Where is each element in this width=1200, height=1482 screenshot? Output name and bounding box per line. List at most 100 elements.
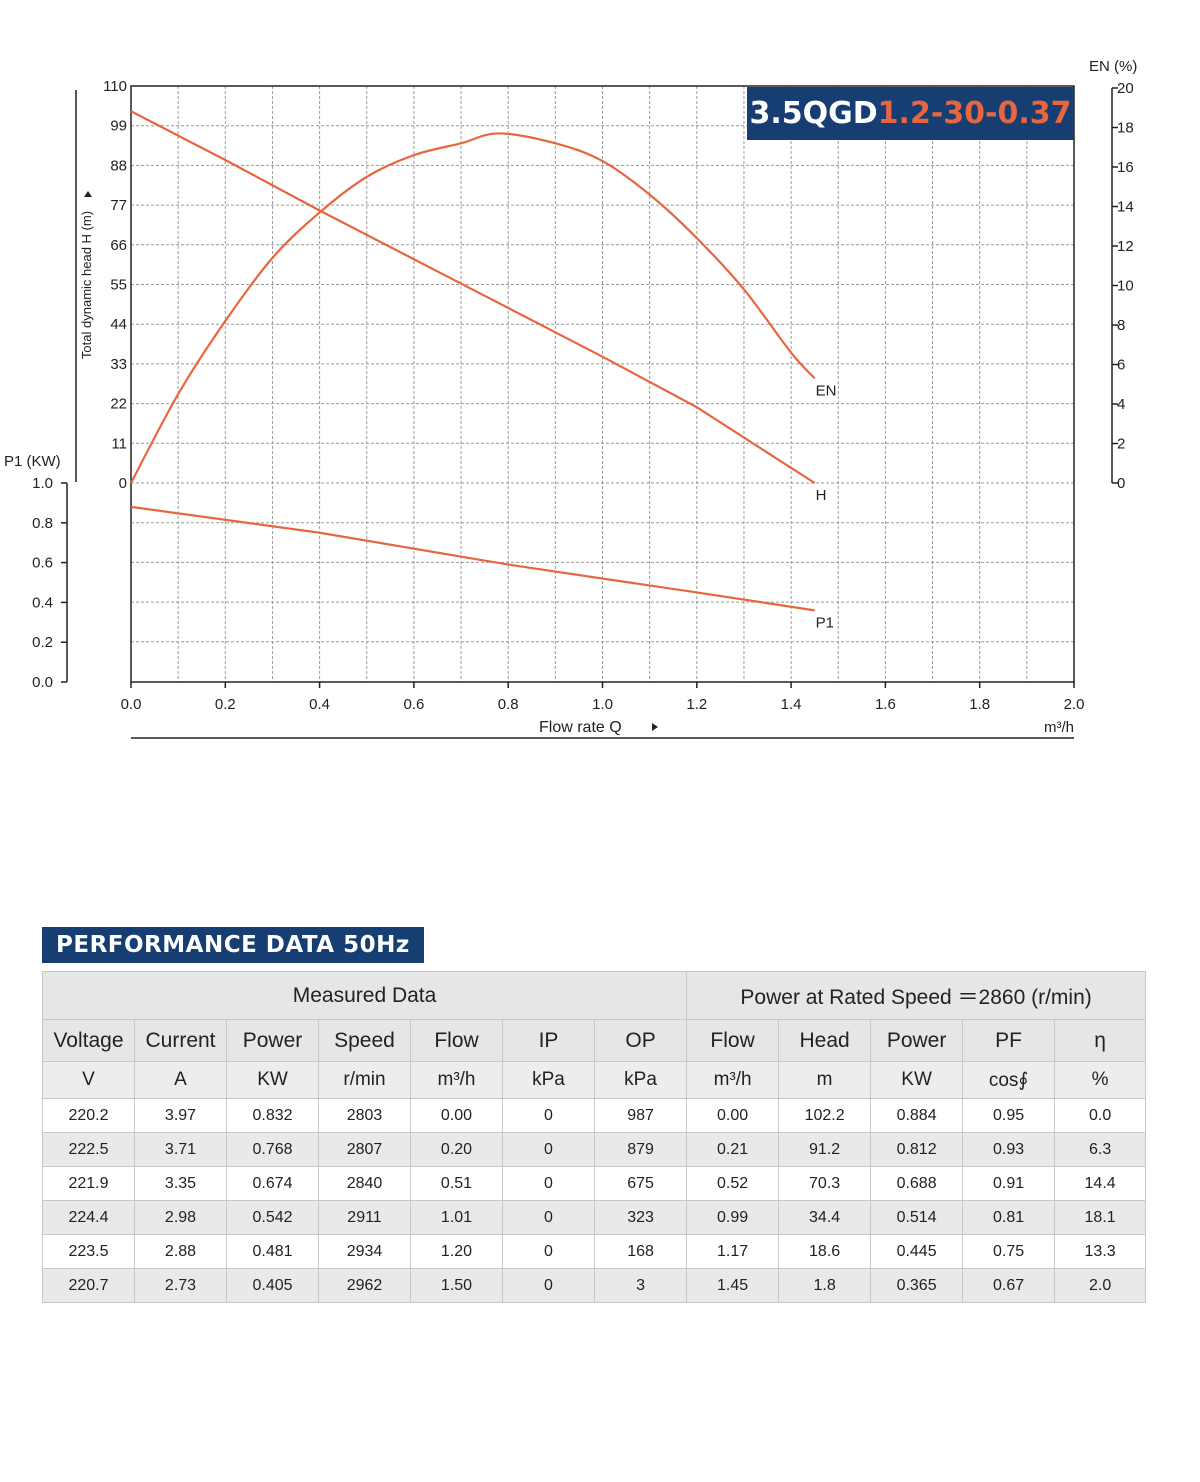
table-cell: 0 bbox=[502, 1268, 595, 1303]
group-header-rated: Power at Rated Speed ＝2860 (r/min) bbox=[686, 971, 1147, 1020]
table-cell: 1.45 bbox=[686, 1268, 780, 1303]
unit-row: V A KW r/min m³/h kPa kPa m³/h m KW cos∮% bbox=[42, 1061, 1147, 1099]
unit-cell: KW bbox=[226, 1061, 319, 1099]
column-header: OP bbox=[593, 1019, 688, 1062]
performance-table: Measured Data Power at Rated Speed ＝2860… bbox=[41, 971, 1147, 1303]
table-cell: 0.52 bbox=[686, 1166, 780, 1201]
head-axis-title: Total dynamic head H (m) bbox=[79, 211, 94, 359]
table-cell: 2.73 bbox=[134, 1268, 227, 1303]
flow-tick-label: 0.4 bbox=[309, 696, 330, 713]
table-cell: 2840 bbox=[318, 1166, 411, 1201]
table-cell: 1.17 bbox=[686, 1234, 780, 1269]
efficiency-tick-label: 6 bbox=[1117, 357, 1125, 374]
table-cell: 0.481 bbox=[226, 1234, 319, 1269]
table-cell: 0 bbox=[502, 1200, 595, 1235]
flow-axis-unit: m³/h bbox=[1044, 719, 1074, 736]
table-cell: 0.0 bbox=[1054, 1098, 1147, 1133]
table-cell: 0.67 bbox=[962, 1268, 1056, 1303]
table-cell: 221.9 bbox=[42, 1166, 135, 1201]
chart-series bbox=[130, 110, 816, 612]
unit-cell: kPa bbox=[593, 1061, 688, 1099]
table-cell: 1.01 bbox=[410, 1200, 503, 1235]
table-cell: 0.00 bbox=[686, 1098, 780, 1133]
column-header: IP bbox=[502, 1019, 595, 1062]
unit-cell: r/min bbox=[318, 1061, 411, 1099]
table-cell: 2803 bbox=[318, 1098, 411, 1133]
head-tick-label: 55 bbox=[110, 277, 127, 294]
table-row: 223.5 2.88 0.481 2934 1.20 0 168 1.17 18.6 0.445 0… bbox=[42, 1234, 1147, 1269]
table-cell: 0.674 bbox=[226, 1166, 319, 1201]
table-cell: 2911 bbox=[318, 1200, 411, 1235]
model-badge: 3.5QGD 1.2-30-0.37 bbox=[747, 87, 1074, 140]
column-header: η bbox=[1054, 1019, 1147, 1062]
table-cell: 987 bbox=[593, 1098, 688, 1133]
table-cell: 0.768 bbox=[226, 1132, 319, 1167]
table-row: 222.5 3.71 0.768 2807 0.20 0 879 0.21 91.2 0.812 0… bbox=[42, 1132, 1147, 1167]
head-tick-label: 77 bbox=[110, 197, 127, 214]
table-cell: 0.884 bbox=[870, 1098, 964, 1133]
table-cell: 0 bbox=[502, 1166, 595, 1201]
efficiency-tick-label: 8 bbox=[1117, 317, 1125, 334]
flow-tick-label: 0.2 bbox=[215, 696, 236, 713]
table-cell: 2.88 bbox=[134, 1234, 227, 1269]
unit-cell: % bbox=[1054, 1061, 1147, 1099]
table-cell: 0.91 bbox=[962, 1166, 1056, 1201]
flow-tick-label: 0.0 bbox=[121, 696, 142, 713]
flow-tick-label: 1.0 bbox=[592, 696, 613, 713]
column-header: Flow bbox=[686, 1019, 780, 1062]
efficiency-tick-label: 12 bbox=[1117, 238, 1134, 255]
table-cell: 222.5 bbox=[42, 1132, 135, 1167]
efficiency-tick-label: 10 bbox=[1117, 278, 1134, 295]
table-cell: 2962 bbox=[318, 1268, 411, 1303]
table-cell: 91.2 bbox=[778, 1132, 872, 1167]
efficiency-tick-label: 20 bbox=[1117, 80, 1134, 97]
unit-cell: KW bbox=[870, 1061, 964, 1099]
efficiency-tick-label: 14 bbox=[1117, 199, 1134, 216]
table-cell: 0.95 bbox=[962, 1098, 1056, 1133]
table-cell: 0.21 bbox=[686, 1132, 780, 1167]
table-cell: 0 bbox=[502, 1098, 595, 1133]
table-cell: 34.4 bbox=[778, 1200, 872, 1235]
power-tick-label: 0.4 bbox=[32, 594, 53, 611]
table-cell: 3 bbox=[593, 1268, 688, 1303]
column-header: Power bbox=[870, 1019, 964, 1062]
power-tick-label: 0.0 bbox=[32, 674, 53, 691]
column-header: Power bbox=[226, 1019, 319, 1062]
table-cell: 13.3 bbox=[1054, 1234, 1147, 1269]
performance-table-body: 220.2 3.97 0.832 2803 0.00 0 987 0.00 102.2 0.884… bbox=[42, 1098, 1147, 1303]
table-cell: 0 bbox=[502, 1132, 595, 1167]
unit-cell: cos∮ bbox=[962, 1061, 1056, 1099]
group-header-measured: Measured Data bbox=[41, 971, 688, 1020]
power-tick-label: 0.2 bbox=[32, 634, 53, 651]
power-tick-label: 0.6 bbox=[32, 555, 53, 572]
table-cell: 0.832 bbox=[226, 1098, 319, 1133]
head-tick-label: 11 bbox=[111, 435, 127, 452]
table-row: 221.9 3.35 0.674 2840 0.51 0 675 0.52 70.3 0.688 0… bbox=[42, 1166, 1147, 1201]
unit-cell: m³/h bbox=[686, 1061, 780, 1099]
series-label-en: EN bbox=[816, 382, 837, 399]
unit-cell: m bbox=[778, 1061, 872, 1099]
flow-tick-label: 1.8 bbox=[969, 696, 990, 713]
column-header: Speed bbox=[318, 1019, 411, 1062]
column-header: Current bbox=[134, 1019, 227, 1062]
table-cell: 14.4 bbox=[1054, 1166, 1147, 1201]
table-cell: 0.99 bbox=[686, 1200, 780, 1235]
table-cell: 879 bbox=[593, 1132, 688, 1167]
chart-labels: H EN P1 bbox=[816, 382, 837, 631]
column-header-row: Voltage Current Power Speed Flow IP OP Flow Head… bbox=[42, 1019, 1147, 1062]
head-tick-label: 66 bbox=[110, 237, 127, 254]
table-cell: 0.542 bbox=[226, 1200, 319, 1235]
table-cell: 70.3 bbox=[778, 1166, 872, 1201]
series-line-h bbox=[130, 110, 816, 484]
table-cell: 6.3 bbox=[1054, 1132, 1147, 1167]
table-cell: 0.00 bbox=[410, 1098, 503, 1133]
model-suffix: 1.2-30-0.37 bbox=[877, 96, 1072, 131]
flow-tick-label: 0.8 bbox=[498, 696, 519, 713]
table-cell: 220.2 bbox=[42, 1098, 135, 1133]
table-cell: 0.81 bbox=[962, 1200, 1056, 1235]
unit-cell: kPa bbox=[502, 1061, 595, 1099]
table-cell: 0.365 bbox=[870, 1268, 964, 1303]
table-cell: 323 bbox=[593, 1200, 688, 1235]
